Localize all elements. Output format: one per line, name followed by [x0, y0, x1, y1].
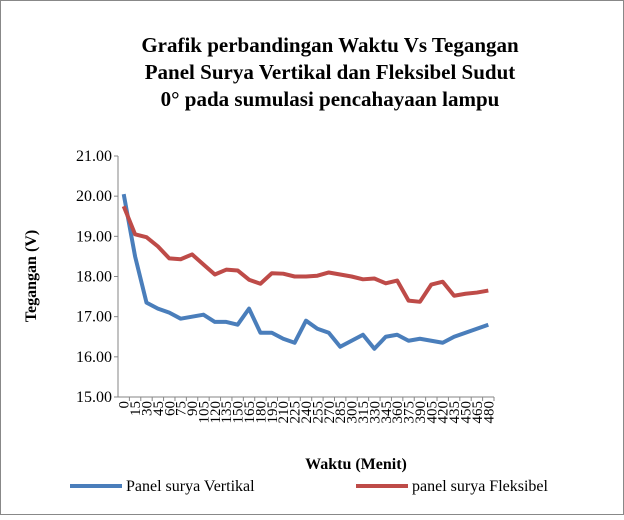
y-tick-label: 18.00	[76, 269, 112, 286]
x-tick-label: 345	[379, 401, 395, 424]
x-tick-label: 420	[436, 401, 452, 424]
y-tick-label: 21.00	[76, 148, 112, 165]
x-tick-label: 135	[219, 401, 235, 424]
x-tick-label: 30	[139, 401, 155, 416]
legend-label: panel surya Fleksibel	[412, 478, 549, 495]
x-tick-label: 450	[459, 401, 475, 424]
x-tick-label: 285	[333, 401, 349, 424]
legend-label: Panel surya Vertikal	[126, 478, 255, 495]
x-tick-label: 150	[231, 401, 247, 424]
x-tick-label: 465	[470, 401, 486, 424]
x-tick-label: 330	[367, 401, 383, 424]
y-tick-label: 16.00	[76, 349, 112, 366]
x-tick-label: 0	[117, 401, 133, 409]
y-tick-label: 17.00	[76, 309, 112, 326]
x-tick-label: 60	[162, 401, 178, 416]
x-tick-label: 180	[253, 401, 269, 424]
x-tick-label: 300	[345, 401, 361, 424]
x-tick-label: 270	[322, 401, 338, 424]
x-tick-label: 255	[310, 401, 326, 424]
series-line	[121, 193, 489, 351]
y-tick-label: 19.00	[76, 228, 112, 245]
x-tick-label: 240	[299, 401, 315, 424]
series-line	[121, 205, 489, 304]
x-tick-label: 75	[174, 401, 190, 416]
x-tick-label: 315	[356, 401, 372, 424]
x-tick-label: 45	[151, 401, 167, 416]
y-tick-label: 15.00	[76, 389, 112, 406]
x-tick-label: 105	[196, 401, 212, 424]
y-axis-title: Tegangan (V)	[23, 230, 40, 322]
x-axis-title: Waktu (Menit)	[305, 456, 407, 473]
chart-title: Grafik perbandingan Waktu Vs Tegangan	[141, 33, 519, 57]
x-tick-label: 390	[413, 401, 429, 424]
x-tick-label: 165	[242, 401, 258, 424]
x-tick-label: 195	[265, 401, 281, 424]
chart-title: 0° pada sumulasi pencahayaan lampu	[161, 87, 500, 111]
x-tick-label: 375	[402, 401, 418, 424]
x-tick-label: 435	[447, 401, 463, 424]
x-tick-label: 120	[208, 401, 224, 424]
x-tick-label: 90	[185, 401, 201, 416]
x-tick-label: 360	[390, 401, 406, 424]
x-tick-label: 15	[128, 401, 144, 416]
x-tick-label: 480	[481, 401, 497, 424]
x-tick-label: 405	[424, 401, 440, 424]
x-tick-label: 210	[276, 401, 292, 424]
chart-title: Panel Surya Vertikal dan Fleksibel Sudut	[145, 60, 516, 84]
x-tick-label: 225	[288, 401, 304, 424]
y-tick-label: 20.00	[76, 188, 112, 205]
